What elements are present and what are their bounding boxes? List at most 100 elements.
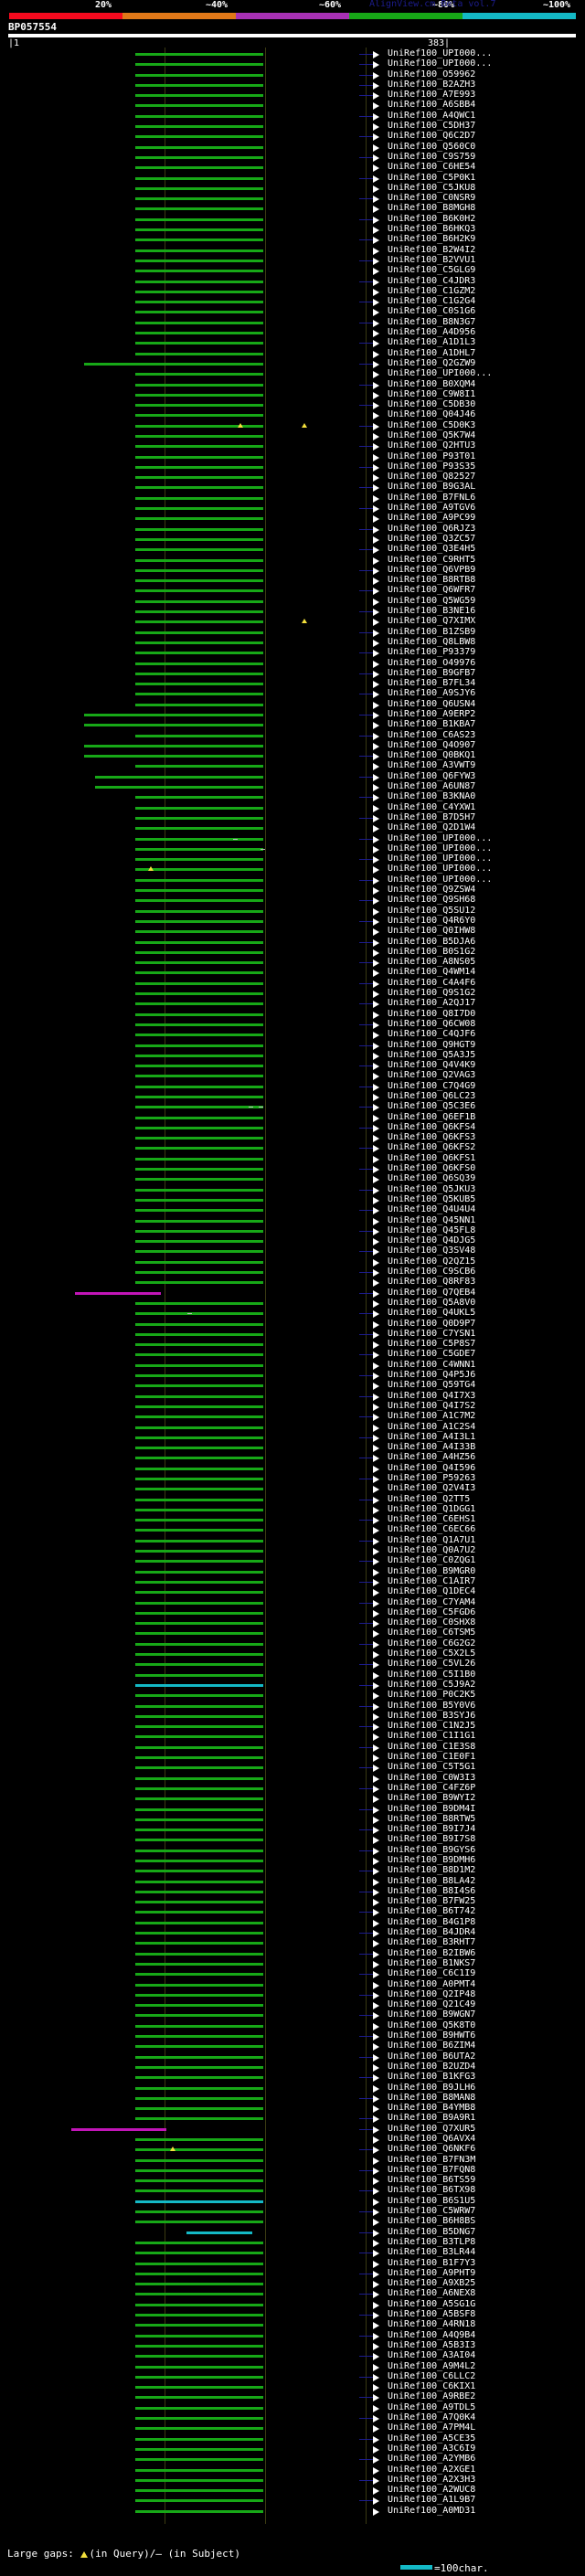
hit-row[interactable]: UniRef100_UPI000... [0, 48, 585, 58]
alignment-segment[interactable] [135, 1973, 263, 1977]
hit-label[interactable]: UniRef100_B3SYJ6 [388, 1710, 476, 1721]
alignment-segment[interactable] [135, 878, 263, 882]
hit-row[interactable]: UniRef100_Q4I7S2 [0, 1401, 585, 1411]
alignment-segment[interactable] [135, 1704, 263, 1708]
hit-label[interactable]: UniRef100_B6TX98 [388, 2185, 476, 2196]
alignment-segment[interactable] [135, 1870, 263, 1873]
alignment-segment[interactable] [135, 1137, 263, 1140]
hit-label[interactable]: UniRef100_C9S759 [388, 151, 476, 162]
hit-row[interactable]: UniRef100_Q6AVX4 [0, 2134, 585, 2144]
alignment-segment[interactable] [135, 2158, 263, 2162]
alignment-segment[interactable] [135, 652, 263, 655]
hit-row[interactable]: UniRef100_C5JKU8 [0, 183, 585, 193]
alignment-segment[interactable] [135, 1477, 263, 1480]
alignment-segment[interactable] [135, 2035, 263, 2039]
alignment-segment[interactable] [135, 2138, 263, 2141]
alignment-segment[interactable] [135, 816, 263, 820]
hit-row[interactable]: UniRef100_C5J9A2 [0, 1680, 585, 1690]
hit-row[interactable]: UniRef100_A3AI04 [0, 2350, 585, 2361]
hit-row[interactable]: UniRef100_C5P8S7 [0, 1339, 585, 1350]
hit-label[interactable]: UniRef100_Q9ZSW4 [388, 885, 476, 896]
hit-row[interactable]: UniRef100_B6ZIM4 [0, 2041, 585, 2051]
alignment-segment[interactable] [135, 2076, 263, 2080]
alignment-segment[interactable] [135, 424, 263, 428]
alignment-segment[interactable] [135, 1023, 263, 1026]
alignment-segment[interactable] [135, 548, 263, 552]
hit-row[interactable]: UniRef100_A6SBB4 [0, 100, 585, 111]
hit-row[interactable]: UniRef100_Q4V4K9 [0, 1060, 585, 1071]
hit-label[interactable]: UniRef100_Q1DEC4 [388, 1586, 476, 1597]
hit-label[interactable]: UniRef100_C4FZ6P [388, 1782, 476, 1793]
hit-row[interactable]: UniRef100_A3C6I9 [0, 2443, 585, 2454]
hit-row[interactable]: UniRef100_Q4WM14 [0, 967, 585, 978]
hit-label[interactable]: UniRef100_A2YMB6 [388, 2454, 476, 2465]
hit-label[interactable]: UniRef100_Q3SV48 [388, 1246, 476, 1256]
hit-label[interactable]: UniRef100_B6HKQ3 [388, 224, 476, 235]
hit-label[interactable]: UniRef100_A9TDL5 [388, 2401, 476, 2412]
hit-row[interactable]: UniRef100_B9GFB7 [0, 668, 585, 678]
alignment-segment[interactable] [135, 2024, 263, 2028]
hit-row[interactable]: UniRef100_Q6USN4 [0, 699, 585, 709]
hit-row[interactable]: UniRef100_A9M4L2 [0, 2361, 585, 2371]
hit-label[interactable]: UniRef100_Q9SH68 [388, 895, 476, 906]
hit-label[interactable]: UniRef100_B3NE16 [388, 606, 476, 617]
alignment-segment[interactable] [135, 992, 263, 996]
alignment-segment[interactable] [135, 383, 263, 387]
hit-label[interactable]: UniRef100_Q6NKF6 [388, 2144, 476, 2155]
hit-label[interactable]: UniRef100_Q6EF1B [388, 1111, 476, 1122]
hit-label[interactable]: UniRef100_B5DJA6 [388, 936, 476, 947]
hit-label[interactable]: UniRef100_Q21C49 [388, 1999, 476, 2010]
alignment-segment[interactable] [135, 373, 263, 376]
hit-label[interactable]: UniRef100_Q560C0 [388, 141, 476, 152]
hit-label[interactable]: UniRef100_C1E3S8 [388, 1741, 476, 1752]
hit-row[interactable]: UniRef100_Q5JKU3 [0, 1184, 585, 1194]
alignment-segment[interactable] [135, 599, 263, 603]
alignment-segment[interactable] [135, 280, 263, 283]
hit-row[interactable]: UniRef100_Q8I7D0 [0, 1009, 585, 1019]
hit-label[interactable]: UniRef100_C0S1G6 [388, 306, 476, 317]
alignment-segment[interactable] [135, 940, 263, 944]
hit-row[interactable]: UniRef100_B7D5H7 [0, 812, 585, 822]
alignment-segment[interactable] [135, 1054, 263, 1057]
hit-label[interactable]: UniRef100_C6TSM5 [388, 1627, 476, 1638]
hit-row[interactable]: UniRef100_Q560C0 [0, 141, 585, 152]
hit-label[interactable]: UniRef100_B3TLP8 [388, 2236, 476, 2247]
alignment-segment[interactable] [135, 2221, 263, 2224]
alignment-segment[interactable] [135, 476, 263, 480]
hit-row[interactable]: UniRef100_C9SCB6 [0, 1267, 585, 1277]
hit-label[interactable]: UniRef100_B4YMB8 [388, 2103, 476, 2114]
alignment-segment[interactable] [135, 1797, 263, 1801]
alignment-segment[interactable] [135, 2427, 263, 2431]
hit-label[interactable]: UniRef100_B1ZSB9 [388, 626, 476, 637]
hit-label[interactable]: UniRef100_B8D1M2 [388, 1865, 476, 1876]
hit-label[interactable]: UniRef100_B7FW25 [388, 1896, 476, 1907]
hit-label[interactable]: UniRef100_A2XGE1 [388, 2464, 476, 2475]
hit-row[interactable]: UniRef100_B0XQM4 [0, 378, 585, 389]
alignment-segment[interactable] [135, 135, 263, 139]
hit-row[interactable]: UniRef100_B2VVU1 [0, 255, 585, 265]
alignment-segment[interactable] [135, 2303, 263, 2306]
hit-label[interactable]: UniRef100_C7Q4G9 [388, 1080, 476, 1091]
hit-row[interactable]: UniRef100_C6TSM5 [0, 1627, 585, 1638]
hit-label[interactable]: UniRef100_C9W8I1 [388, 388, 476, 399]
hit-row[interactable]: UniRef100_Q9HGT9 [0, 1040, 585, 1050]
hit-row[interactable]: UniRef100_A9XB25 [0, 2278, 585, 2289]
hit-label[interactable]: UniRef100_Q5WG59 [388, 595, 476, 606]
hit-label[interactable]: UniRef100_P93379 [388, 647, 476, 658]
hit-label[interactable]: UniRef100_P0C2K5 [388, 1690, 476, 1701]
alignment-segment[interactable] [135, 1880, 263, 1883]
hit-label[interactable]: UniRef100_B7FN3M [388, 2154, 476, 2165]
hit-row[interactable]: UniRef100_C0S1G6 [0, 306, 585, 317]
hit-row[interactable]: UniRef100_Q4P5J6 [0, 1370, 585, 1381]
alignment-segment[interactable] [135, 1890, 263, 1893]
hit-label[interactable]: UniRef100_C1G2G4 [388, 296, 476, 307]
hit-row[interactable]: UniRef100_C5I1B0 [0, 1670, 585, 1680]
hit-label[interactable]: UniRef100_B0XQM4 [388, 378, 476, 389]
alignment-segment[interactable] [135, 259, 263, 262]
hit-label[interactable]: UniRef100_Q7QEB4 [388, 1287, 476, 1298]
hit-row[interactable]: UniRef100_Q7QEB4 [0, 1288, 585, 1298]
hit-label[interactable]: UniRef100_Q6RJZ3 [388, 523, 476, 534]
hit-row[interactable]: UniRef100_C5D0K3 [0, 420, 585, 430]
hit-row[interactable]: UniRef100_Q2D1W4 [0, 822, 585, 833]
hit-row[interactable]: UniRef100_B1NKS7 [0, 1958, 585, 1968]
